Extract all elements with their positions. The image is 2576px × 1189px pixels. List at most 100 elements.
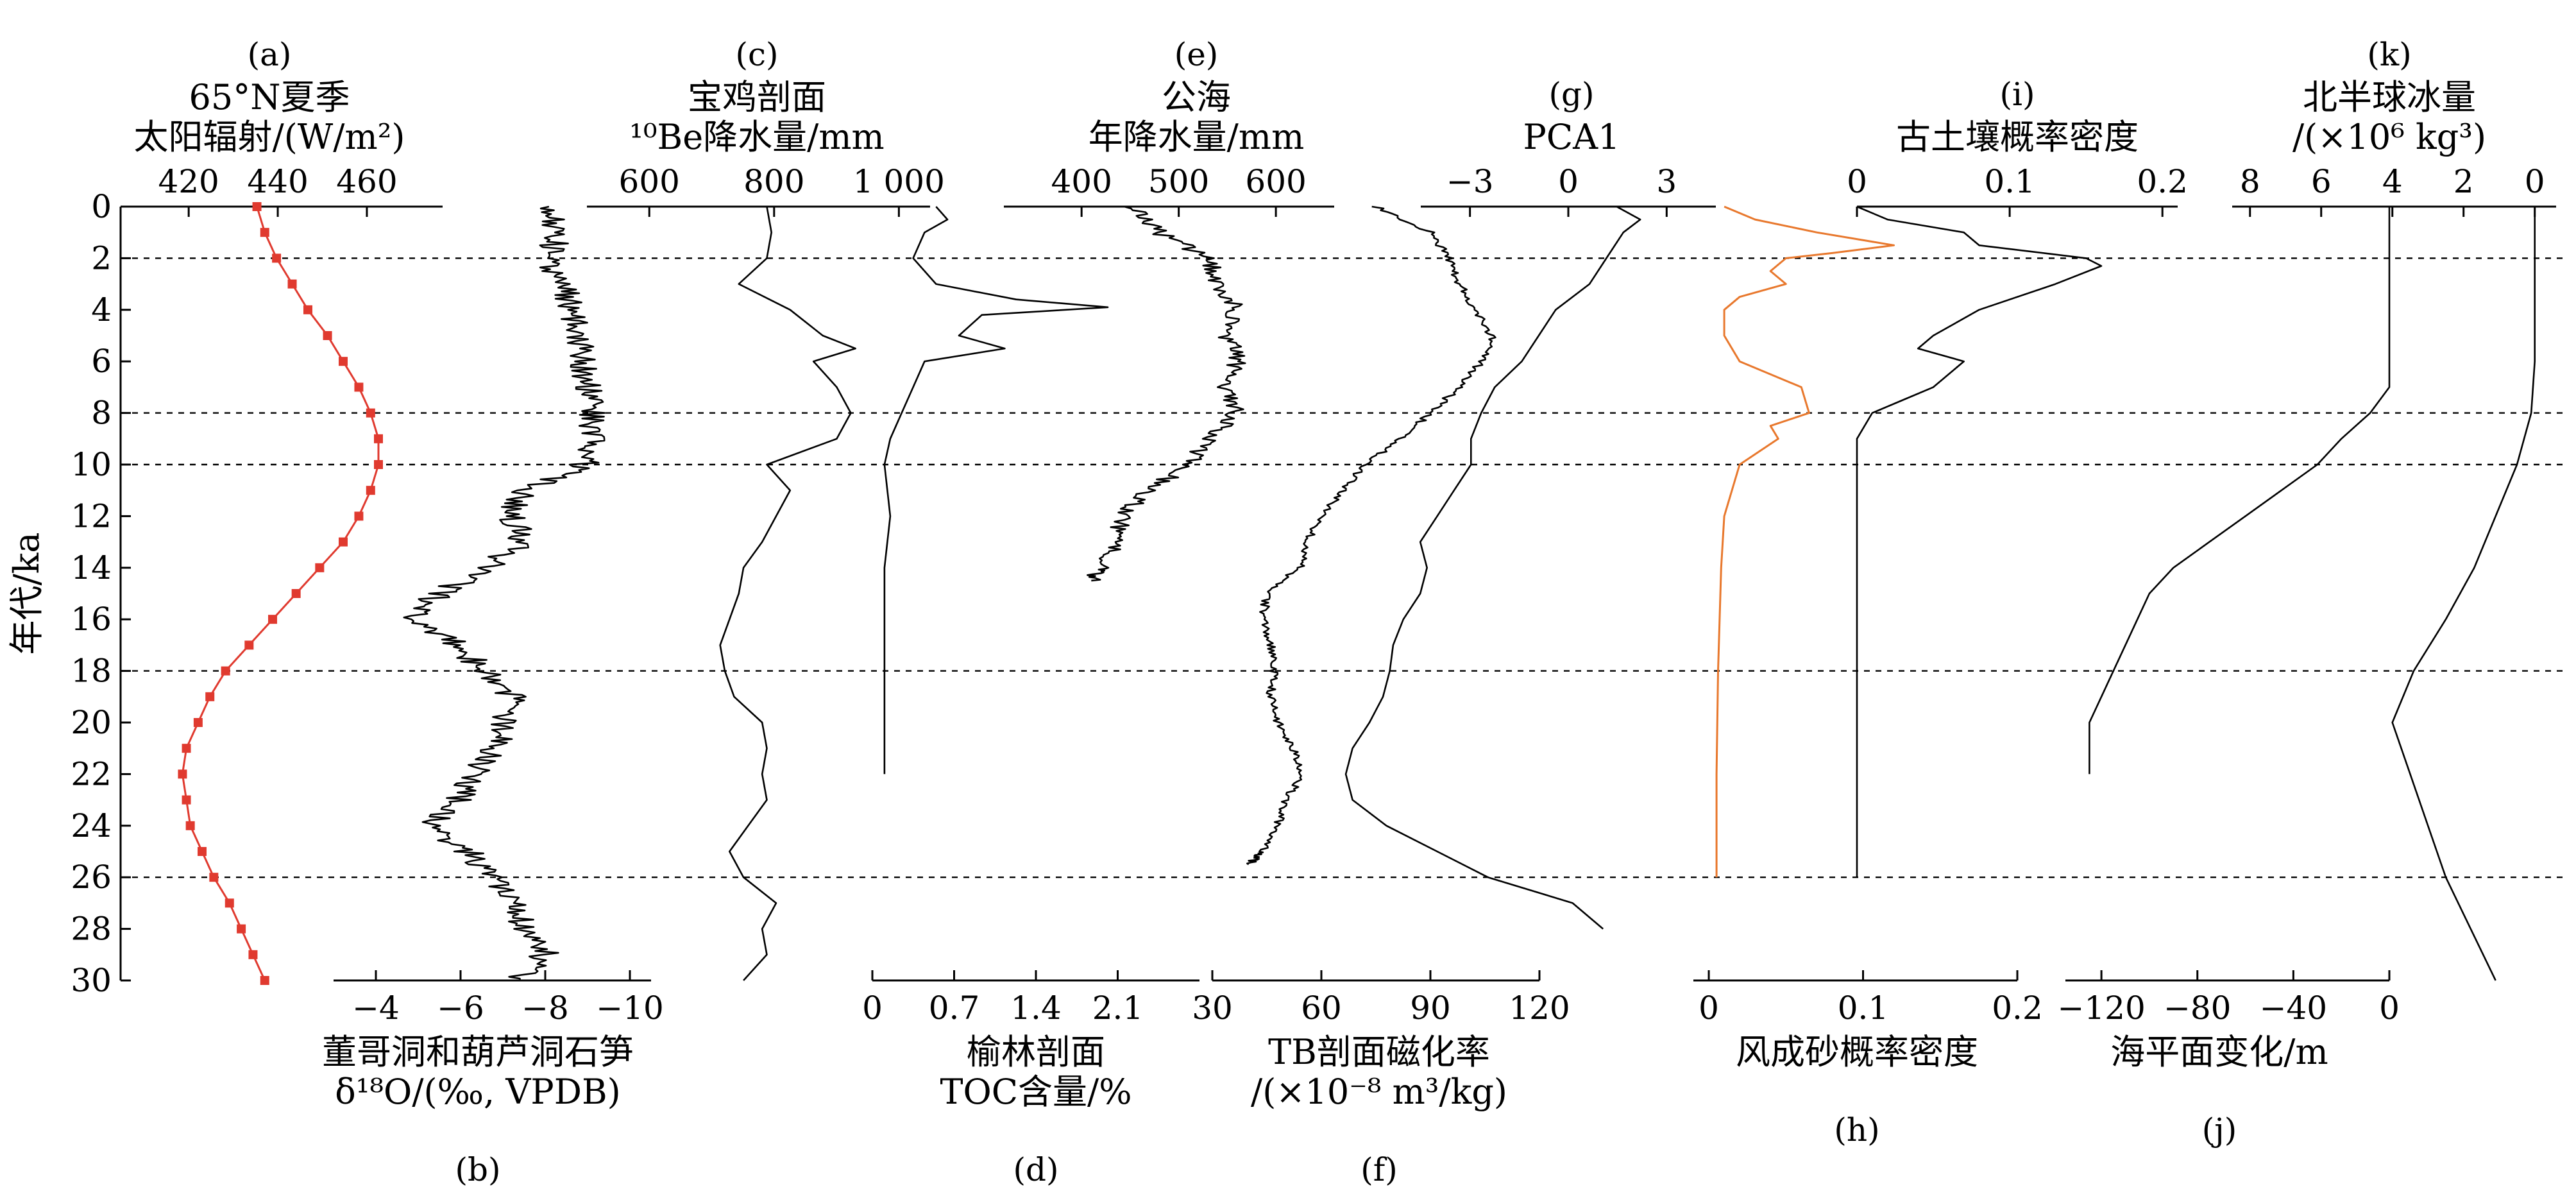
y-tick-label: 18 — [71, 653, 112, 690]
x-tick-label: 8 — [2240, 163, 2260, 200]
x-tick-label: 2.1 — [1092, 989, 1144, 1027]
x-tick-label: 0.2 — [2137, 163, 2188, 200]
x-tick-label: −40 — [2260, 989, 2328, 1027]
y-tick-label: 4 — [91, 291, 112, 329]
x-tick-label: 90 — [1410, 989, 1451, 1027]
panel-letter: (g) — [1548, 76, 1594, 113]
x-tick-label: 1 000 — [853, 163, 945, 200]
series-line-h — [1715, 205, 1895, 878]
x-tick-label: 3 — [1656, 163, 1677, 200]
y-tick-label: 0 — [91, 188, 112, 225]
panel-letter: (k) — [2367, 36, 2411, 73]
series-line-k — [2391, 207, 2536, 981]
series-line-e — [1087, 205, 1246, 582]
x-tick-label: 0 — [2379, 989, 2400, 1027]
series-line-g — [1344, 205, 1641, 930]
x-tick-label: 30 — [1192, 989, 1233, 1027]
y-tick-label: 24 — [71, 807, 112, 844]
panel-letter: (b) — [455, 1151, 500, 1188]
data-point — [374, 434, 383, 443]
data-point — [287, 279, 297, 289]
y-tick-label: 2 — [91, 239, 112, 277]
x-tick-label: −80 — [2164, 989, 2232, 1027]
y-tick-label: 26 — [71, 859, 112, 896]
panel-h: 0 0.1 0.2 风成砂概率密度 (h) — [1693, 205, 2043, 1149]
data-point — [182, 795, 191, 805]
x-tick-label: 0 — [2525, 163, 2545, 200]
x-tick-label: −10 — [596, 989, 664, 1027]
x-tick-label: 420 — [158, 163, 219, 200]
panel-i: 0 0.1 0.2 古土壤概率密度 (i) — [1847, 76, 2188, 878]
data-point — [354, 382, 364, 392]
panel-title: PCA1 — [1523, 117, 1620, 157]
panel-title: 65°N夏季 — [189, 77, 350, 117]
x-tick-label: −6 — [437, 989, 484, 1027]
data-point — [374, 460, 383, 469]
panel-letter: (a) — [248, 36, 292, 73]
panel-f: 30 60 90 120 TB剖面磁化率/(×10⁻⁸ m³/kg) (f) — [1192, 205, 1570, 1188]
data-point — [221, 666, 230, 676]
x-tick-label: 460 — [336, 163, 397, 200]
panel-g: −3 0 3 PCA1 (g) — [1344, 76, 1716, 930]
data-point — [185, 821, 195, 830]
y-tick-label: 14 — [71, 549, 112, 586]
data-point — [260, 228, 269, 237]
panel-title: ¹⁰Be降水量/mm — [629, 117, 885, 157]
data-point — [178, 769, 187, 779]
panel-title: TOC含量/% — [940, 1072, 1131, 1112]
x-tick-label: −3 — [1446, 163, 1494, 200]
data-point — [366, 486, 375, 495]
series-line-d — [883, 206, 1109, 774]
panel-letter: (e) — [1174, 36, 1219, 73]
x-tick-label: −4 — [352, 989, 400, 1027]
y-tick-label: 22 — [71, 755, 112, 792]
data-point — [272, 253, 282, 263]
data-point — [315, 563, 325, 572]
panel-title: TB剖面磁化率 — [1268, 1032, 1490, 1072]
panel-title: 董哥洞和葫芦洞石笋 — [322, 1032, 634, 1072]
series-line-c — [719, 206, 856, 981]
series-line-i — [1856, 205, 2103, 878]
x-tick-label: 0 — [1558, 163, 1579, 200]
x-tick-label: 60 — [1301, 989, 1342, 1027]
panel-letter: (h) — [1834, 1111, 1879, 1149]
panel-j: −120 −80 −40 0 海平面变化/m (j) — [2057, 207, 2400, 1149]
series-line-b — [403, 205, 606, 981]
series-line-a — [181, 206, 380, 981]
panel-a: 420 440 460 太阳辐射/(W/m²)65°N夏季 (a) — [122, 36, 443, 985]
x-tick-label: 0 — [1847, 163, 1867, 200]
panel-k: 8 6 4 2 0 /(×10⁶ kg³)北半球冰量 (k) — [2232, 36, 2556, 981]
y-tick-label: 8 — [91, 395, 112, 432]
panel-title: 公海 — [1162, 77, 1231, 117]
data-point — [182, 744, 191, 753]
x-tick-label: 600 — [619, 163, 680, 200]
panel-letter: (f) — [1360, 1151, 1398, 1188]
panel-title: 北半球冰量 — [2303, 77, 2476, 117]
x-tick-label: 800 — [743, 163, 804, 200]
x-tick-label: 0 — [1699, 989, 1719, 1027]
panel-title: δ¹⁸O/(‰, VPDB) — [335, 1072, 621, 1112]
data-point — [225, 898, 234, 908]
data-point — [252, 202, 262, 211]
x-tick-label: 0.1 — [1984, 163, 2035, 200]
data-point — [323, 331, 332, 340]
panel-title: 宝鸡剖面 — [688, 77, 826, 117]
x-tick-label: 0.2 — [1992, 989, 2043, 1027]
x-tick-label: 4 — [2382, 163, 2403, 200]
y-tick-label: 6 — [91, 343, 112, 380]
data-point — [303, 305, 312, 314]
panel-letter: (d) — [1013, 1151, 1058, 1188]
data-point — [268, 615, 277, 624]
panel-title: 古土壤概率密度 — [1896, 117, 2139, 157]
x-tick-label: 6 — [2311, 163, 2332, 200]
data-point — [198, 847, 207, 856]
data-point — [205, 692, 215, 701]
data-point — [339, 537, 348, 547]
x-tick-label: 1.4 — [1010, 989, 1062, 1027]
data-point — [244, 640, 254, 650]
